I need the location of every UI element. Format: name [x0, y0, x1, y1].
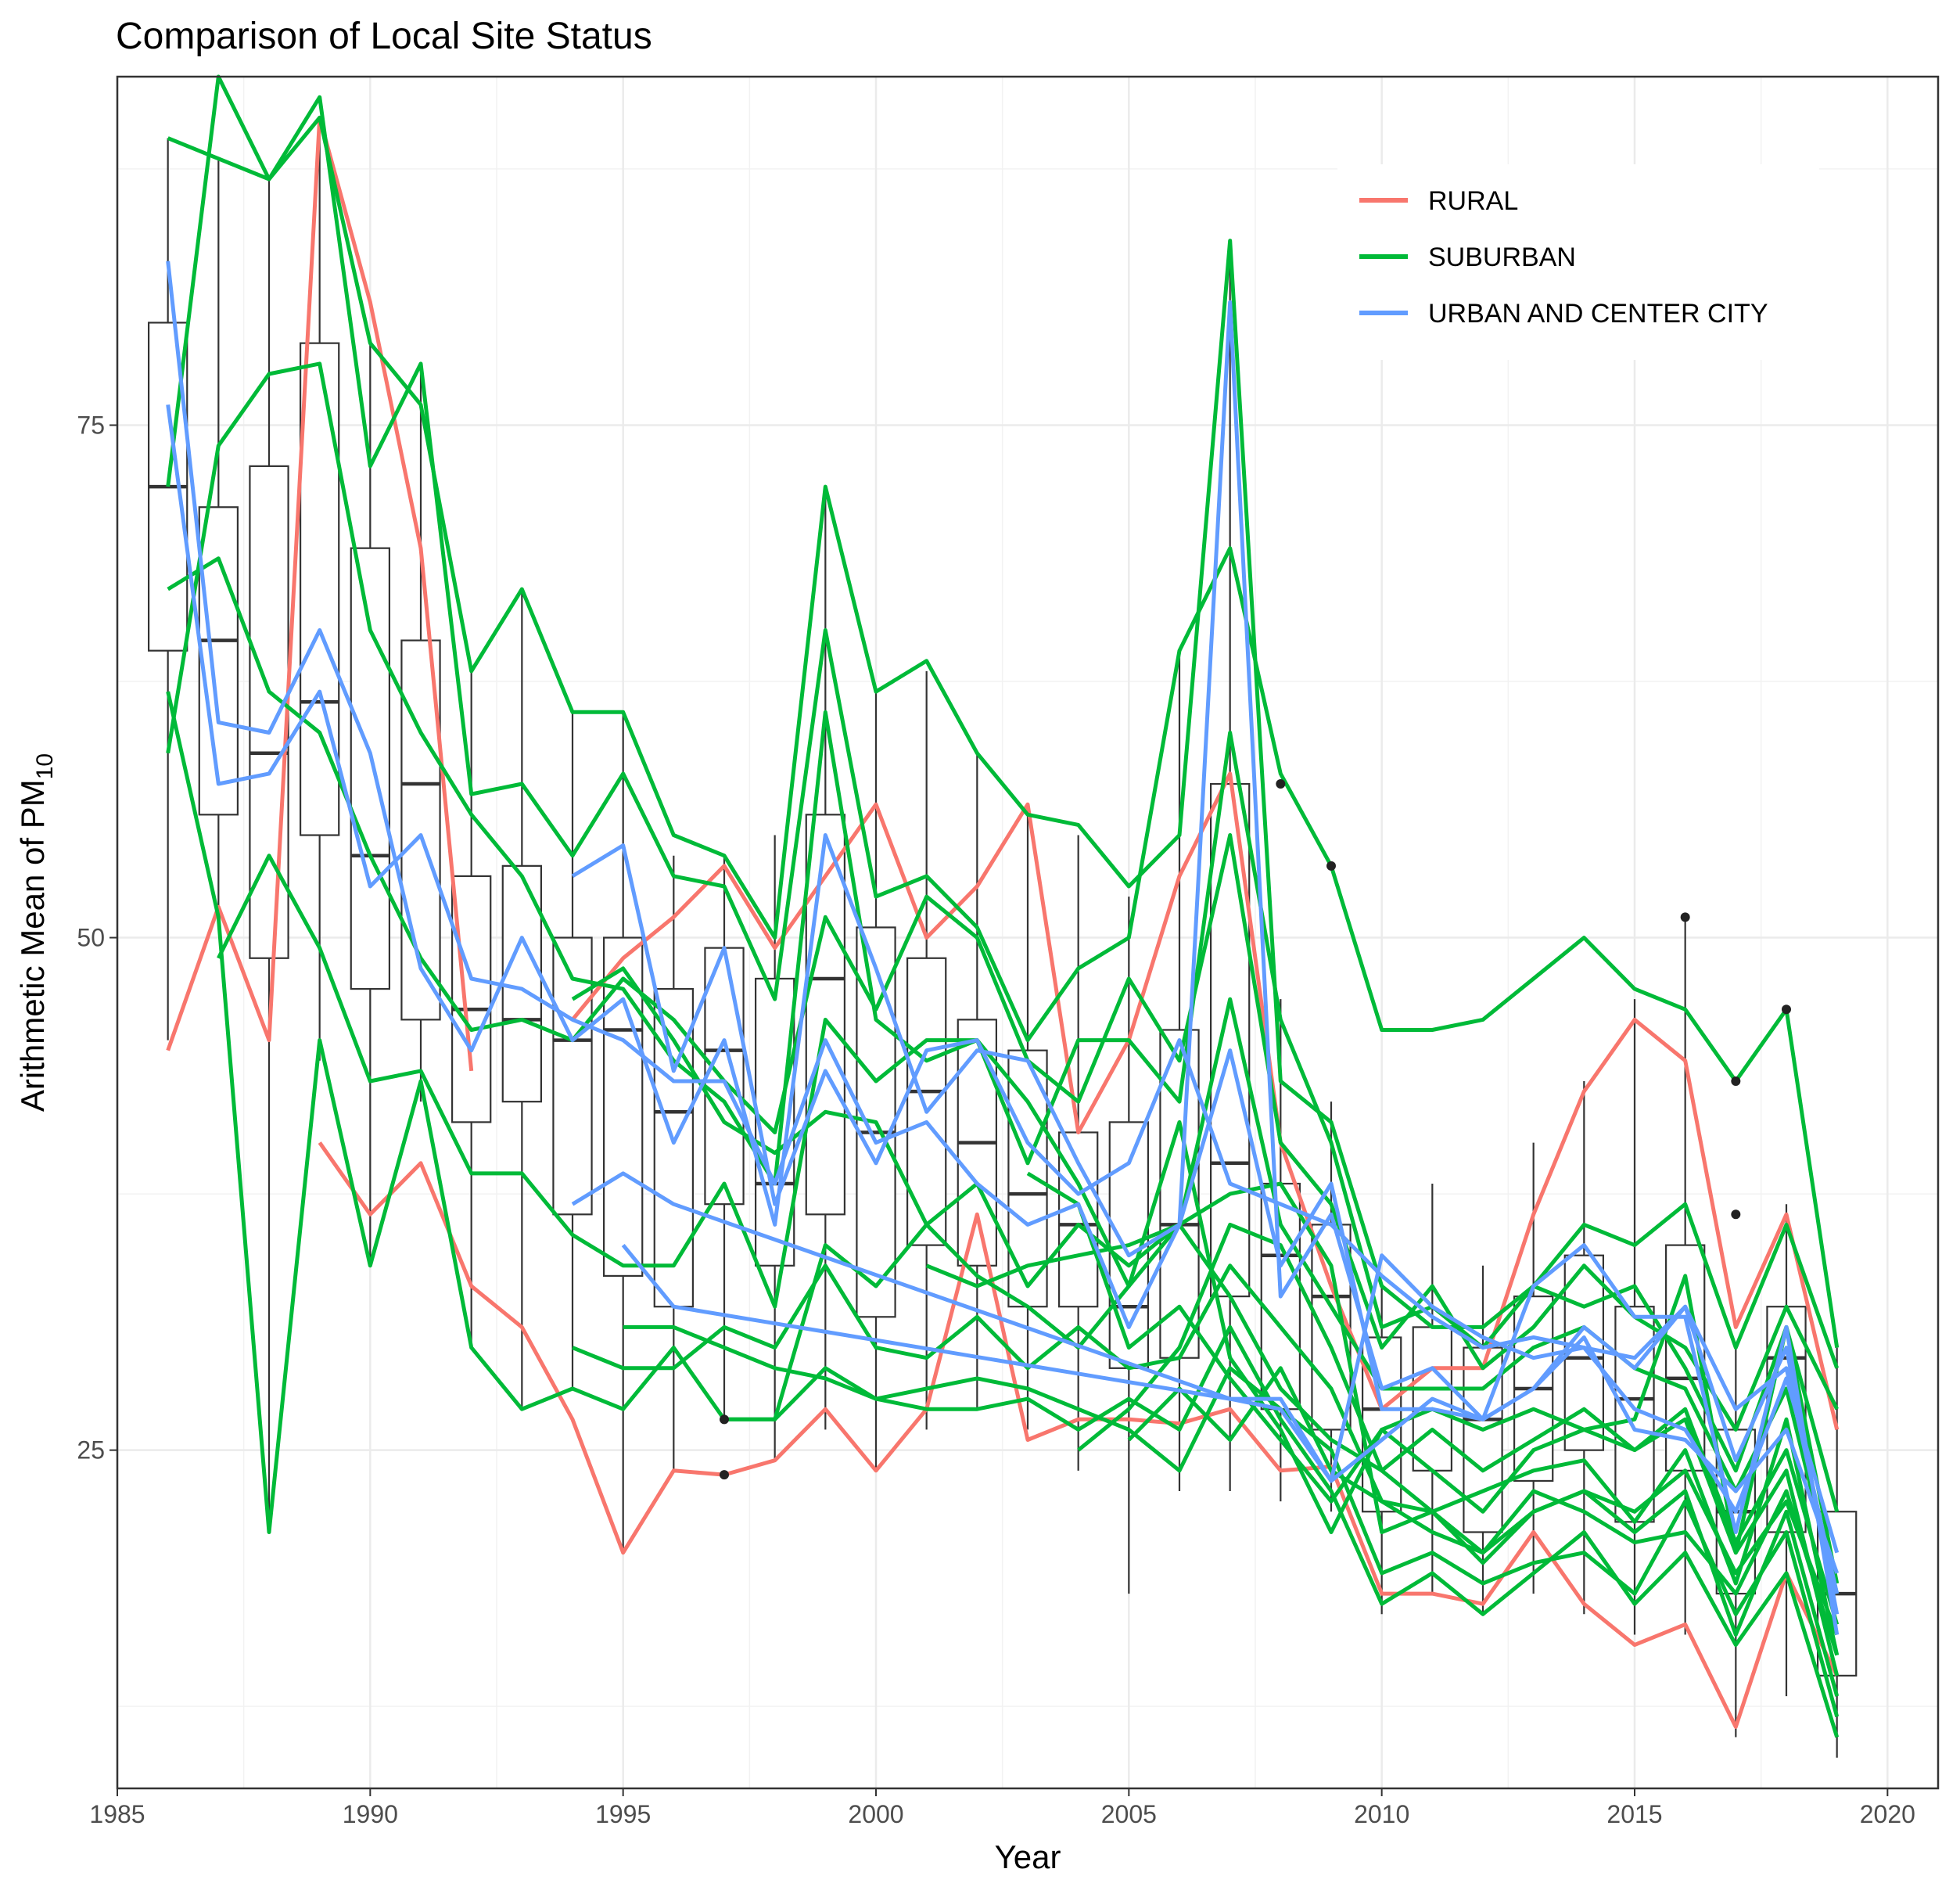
- y-axis-title-main: Arithmetic Mean of PM: [14, 779, 51, 1112]
- legend-background: [1337, 164, 1819, 360]
- series-line-rural: [318, 1141, 1839, 1729]
- box-iqr: [704, 947, 745, 1206]
- outlier-point: [720, 1470, 729, 1480]
- outlier-layer: [720, 779, 1791, 1480]
- series-line-suburban: [1127, 1366, 1840, 1656]
- outlier-point: [1731, 1076, 1741, 1086]
- y-axis-title-subscript: 10: [32, 753, 58, 779]
- series-line-suburban: [166, 74, 1840, 1348]
- chart-title: Comparison of Local Site Status: [116, 16, 652, 57]
- box-iqr: [906, 957, 947, 1246]
- box-iqr: [805, 814, 846, 1216]
- series-line-urban-and-center-city: [166, 261, 1840, 1615]
- series-line-urban-and-center-city: [571, 1171, 1840, 1594]
- x-tick-label: 2015: [1606, 1800, 1662, 1828]
- series-line-suburban: [166, 691, 1840, 1677]
- series-line-urban-and-center-city: [621, 1244, 1840, 1574]
- series-line-urban-and-center-city: [166, 404, 1840, 1635]
- box-iqr: [451, 875, 492, 1123]
- panel-border: [116, 75, 1940, 1790]
- box-iqr: [198, 506, 239, 816]
- x-tick-label: 1995: [595, 1800, 651, 1828]
- series-line-suburban: [166, 361, 1840, 1512]
- x-tick-label: 1985: [89, 1800, 145, 1828]
- y-axis-title: Arithmetic Mean of PM10: [14, 753, 58, 1112]
- box-iqr: [350, 547, 391, 990]
- series-line-suburban: [572, 1263, 1840, 1656]
- y-tick-label: 50: [77, 924, 105, 952]
- y-tick-label: 25: [77, 1436, 105, 1465]
- legend-label-rural: RURAL: [1428, 186, 1518, 216]
- x-tick-label: 2000: [848, 1800, 903, 1828]
- tick-layer: 1985 1990 1995 2000 2005 2010 2015 2020 25 50 75: [77, 411, 1915, 1828]
- outlier-point: [1680, 912, 1690, 922]
- series-line-suburban: [623, 1324, 1840, 1717]
- box-iqr: [856, 926, 896, 1318]
- series-line-suburban: [925, 1181, 1840, 1636]
- y-tick-label: 75: [77, 411, 105, 439]
- legend: RURAL SUBURBAN URBAN AND CENTER CITY: [1337, 164, 1819, 360]
- x-tick-label: 2020: [1860, 1800, 1915, 1828]
- outlier-point: [1782, 1005, 1791, 1015]
- outlier-point: [1326, 861, 1336, 871]
- outlier-point: [1276, 779, 1286, 789]
- series-layer: [166, 74, 1840, 1738]
- outlier-point: [720, 1414, 729, 1425]
- x-tick-label: 2010: [1354, 1800, 1409, 1828]
- series-line-suburban: [217, 854, 1840, 1594]
- series-line-suburban: [167, 115, 1840, 1369]
- series-line-suburban: [724, 1324, 1840, 1738]
- box-iqr: [552, 936, 593, 1216]
- x-tick-label: 2005: [1101, 1800, 1157, 1828]
- legend-label-urban-and-center-city: URBAN AND CENTER CITY: [1428, 299, 1768, 329]
- legend-label-suburban: SUBURBAN: [1428, 243, 1576, 272]
- outlier-point: [1731, 1209, 1741, 1220]
- series-line-suburban: [1077, 1222, 1840, 1626]
- x-tick-label: 1990: [343, 1800, 398, 1828]
- x-axis-title: Year: [995, 1838, 1061, 1875]
- series-line-urban-and-center-city: [571, 843, 1840, 1554]
